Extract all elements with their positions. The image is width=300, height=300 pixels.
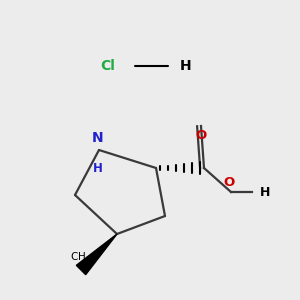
Text: O: O <box>224 176 235 189</box>
Text: H: H <box>93 162 102 175</box>
Polygon shape <box>76 234 117 275</box>
Text: N: N <box>92 131 103 146</box>
Text: CH$_3$: CH$_3$ <box>70 250 92 264</box>
Text: H: H <box>180 59 192 73</box>
Text: H: H <box>260 185 270 199</box>
Text: Cl: Cl <box>100 59 116 73</box>
Text: O: O <box>195 129 207 142</box>
